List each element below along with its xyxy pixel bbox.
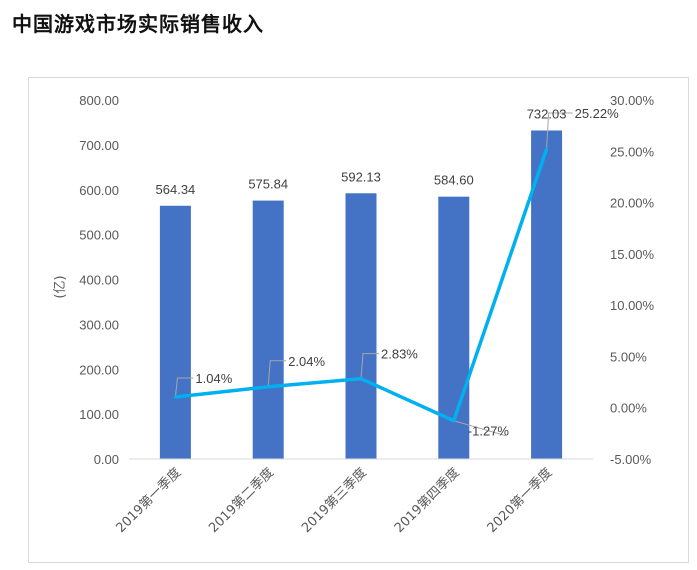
line-labels: 1.04% 2.04% 2.83% -1.27% 25.22%: [195, 106, 619, 439]
y2-tick-label: 5.00%: [610, 349, 647, 364]
line-point: [359, 377, 363, 381]
bar-data-label: 592.13: [341, 169, 381, 184]
leader-line: [360, 353, 379, 379]
x-category-label: 2019第四季度: [391, 465, 462, 536]
leader-lines: [174, 112, 573, 437]
y-tick-label: 400.00: [79, 273, 119, 288]
y-tick-label: 700.00: [79, 138, 119, 153]
x-category-label: 2019第三季度: [298, 465, 369, 536]
x-category-label: 2019第一季度: [113, 465, 184, 536]
y2-tick-label: 10.00%: [610, 298, 655, 313]
y-axis-ticks: 0.00 100.00 200.00 300.00 400.00 500.00 600.00…: [79, 93, 119, 467]
bar: [531, 130, 563, 460]
line-data-label: 25.22%: [575, 106, 620, 121]
bar-data-label: 584.60: [434, 173, 474, 188]
bar: [159, 205, 191, 459]
y-tick-label: 0.00: [94, 452, 119, 467]
bars: [159, 130, 563, 460]
y-axis-label: (亿): [53, 275, 68, 298]
line-data-label: 2.04%: [288, 354, 325, 369]
line-data-label: 1.04%: [195, 371, 232, 386]
line-point: [173, 395, 177, 399]
bar-labels: 564.34 575.84 592.13 584.60 732.03: [156, 107, 567, 197]
x-category-label: 2019第二季度: [206, 465, 277, 536]
bar: [252, 200, 284, 459]
bar-data-label: 732.03: [527, 107, 567, 122]
leader-line: [453, 420, 506, 437]
y2-tick-label: 25.00%: [610, 144, 655, 159]
line-point: [266, 385, 270, 389]
page-title: 中国游戏市场实际销售收入: [12, 12, 264, 36]
bar: [345, 193, 377, 459]
x-axis-categories: 2019第一季度 2019第二季度 2019第三季度 2019第四季度 2020第一季度: [113, 458, 593, 536]
leader-line: [546, 112, 573, 150]
line-point: [452, 419, 456, 423]
chart-frame: [28, 77, 689, 563]
line-point: [545, 147, 549, 151]
y-tick-label: 200.00: [79, 362, 119, 377]
y-tick-label: 100.00: [79, 407, 119, 422]
y2-tick-label: 20.00%: [610, 196, 655, 211]
leader-line: [267, 360, 287, 387]
y2-tick-label: -5.00%: [610, 452, 652, 467]
growth-line: [173, 147, 549, 423]
line-data-label: -1.27%: [468, 424, 510, 439]
y2-tick-label: 0.00%: [610, 401, 647, 416]
y-tick-label: 800.00: [79, 93, 119, 108]
bar-data-label: 564.34: [156, 182, 196, 197]
x-category-label: 2020第一季度: [484, 465, 555, 536]
y-tick-label: 600.00: [79, 183, 119, 198]
leader-line: [174, 377, 194, 398]
y2-axis-ticks: -5.00% 0.00% 5.00% 10.00% 15.00% 20.00% 25.00%…: [610, 93, 655, 467]
line-data-label: 2.83%: [381, 347, 418, 362]
y-tick-label: 500.00: [79, 228, 119, 243]
y2-tick-label: 30.00%: [610, 93, 655, 108]
y-tick-label: 300.00: [79, 317, 119, 332]
bar-data-label: 575.84: [248, 177, 288, 192]
y2-tick-label: 15.00%: [610, 247, 655, 262]
